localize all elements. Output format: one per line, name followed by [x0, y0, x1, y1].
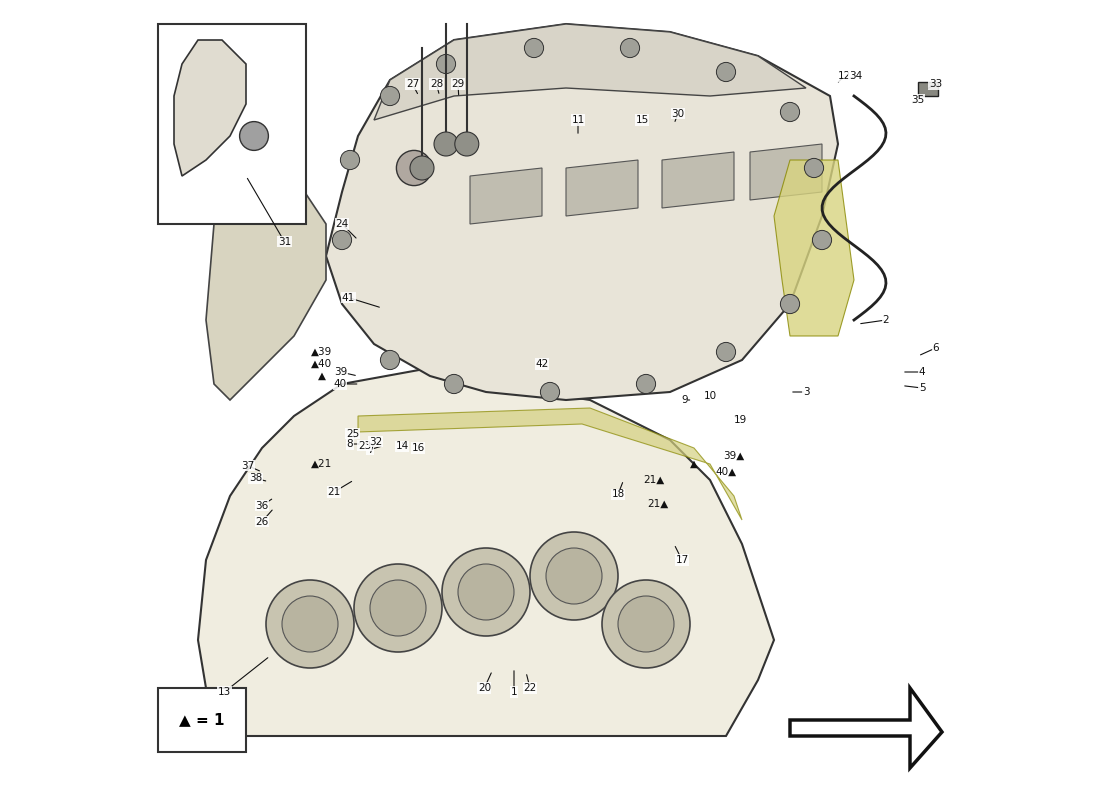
Text: 22: 22 [524, 683, 537, 693]
Text: 42: 42 [536, 359, 549, 369]
Text: 3: 3 [803, 387, 810, 397]
Text: 16: 16 [411, 443, 425, 453]
Text: 40▲: 40▲ [715, 467, 737, 477]
Text: 18: 18 [612, 490, 625, 499]
Text: 19: 19 [734, 415, 747, 425]
Circle shape [458, 564, 514, 620]
Circle shape [282, 596, 338, 652]
Text: 39▲: 39▲ [724, 451, 745, 461]
Text: 14: 14 [395, 442, 408, 451]
Polygon shape [470, 168, 542, 224]
Circle shape [637, 374, 656, 394]
Text: 25: 25 [345, 429, 359, 438]
Circle shape [540, 382, 560, 402]
Text: 7: 7 [366, 445, 373, 454]
Circle shape [381, 86, 399, 106]
Circle shape [546, 548, 602, 604]
Circle shape [340, 150, 360, 170]
Circle shape [618, 596, 674, 652]
Polygon shape [358, 408, 742, 520]
Circle shape [381, 350, 399, 370]
Circle shape [454, 132, 478, 156]
Text: 30: 30 [671, 109, 684, 118]
Circle shape [525, 38, 543, 58]
Circle shape [442, 548, 530, 636]
Text: 24: 24 [336, 219, 349, 229]
Circle shape [716, 62, 736, 82]
Text: 15: 15 [636, 115, 649, 125]
Bar [158, 24, 306, 224]
Polygon shape [566, 160, 638, 216]
Text: 32: 32 [368, 437, 382, 446]
Text: 40: 40 [333, 379, 346, 389]
Circle shape [716, 342, 736, 362]
Text: ▲40: ▲40 [311, 359, 332, 369]
Text: ▲: ▲ [690, 459, 698, 469]
Circle shape [354, 564, 442, 652]
Text: 27: 27 [406, 79, 419, 89]
Circle shape [813, 230, 832, 250]
Circle shape [620, 38, 639, 58]
Circle shape [410, 156, 435, 180]
Text: 39: 39 [333, 367, 346, 377]
Text: 17: 17 [675, 555, 689, 565]
Text: 20: 20 [477, 683, 491, 693]
Text: 36: 36 [255, 501, 268, 510]
Text: 5: 5 [918, 383, 925, 393]
Polygon shape [174, 40, 246, 176]
Circle shape [434, 132, 458, 156]
Circle shape [804, 158, 824, 178]
Text: 2: 2 [882, 315, 889, 325]
Circle shape [396, 150, 431, 186]
Text: ▲39: ▲39 [311, 347, 332, 357]
Text: 34: 34 [849, 71, 862, 81]
Circle shape [332, 230, 352, 250]
Circle shape [780, 294, 800, 314]
Text: 21: 21 [328, 487, 341, 497]
Text: 38: 38 [249, 474, 262, 483]
Polygon shape [374, 24, 806, 120]
Text: 8: 8 [346, 439, 353, 449]
Text: 6: 6 [933, 343, 939, 353]
Circle shape [530, 532, 618, 620]
Polygon shape [206, 176, 326, 400]
Text: 31: 31 [278, 237, 292, 246]
Text: 1: 1 [510, 687, 517, 697]
Text: 11: 11 [571, 115, 584, 125]
Text: 10: 10 [703, 391, 716, 401]
Text: ▲ = 1: ▲ = 1 [179, 713, 224, 727]
Circle shape [602, 580, 690, 668]
Bar [918, 82, 938, 96]
Text: 21▲: 21▲ [644, 475, 664, 485]
Text: ▲: ▲ [318, 371, 326, 381]
Polygon shape [662, 152, 734, 208]
Polygon shape [750, 144, 822, 200]
Bar [158, 688, 246, 752]
Polygon shape [774, 160, 854, 336]
Text: ▲21: ▲21 [311, 459, 332, 469]
Polygon shape [790, 688, 942, 768]
Text: 23: 23 [358, 441, 371, 450]
Text: 4: 4 [918, 367, 925, 377]
Text: 33: 33 [930, 79, 943, 89]
Text: 13: 13 [218, 687, 231, 697]
Circle shape [266, 580, 354, 668]
Text: 41: 41 [342, 293, 355, 302]
Circle shape [240, 122, 268, 150]
Text: 21▲: 21▲ [648, 499, 669, 509]
Text: 35: 35 [912, 95, 925, 105]
Polygon shape [198, 368, 774, 736]
Text: 37: 37 [241, 461, 254, 470]
Text: 26: 26 [255, 517, 268, 526]
Polygon shape [326, 24, 838, 400]
Text: 29: 29 [451, 79, 464, 89]
Text: 28: 28 [430, 79, 443, 89]
Circle shape [780, 102, 800, 122]
Text: 12: 12 [838, 71, 851, 81]
Circle shape [370, 580, 426, 636]
Text: 9: 9 [681, 395, 688, 405]
Circle shape [444, 374, 463, 394]
Circle shape [437, 54, 455, 74]
Text: 218553: 218553 [398, 305, 702, 495]
